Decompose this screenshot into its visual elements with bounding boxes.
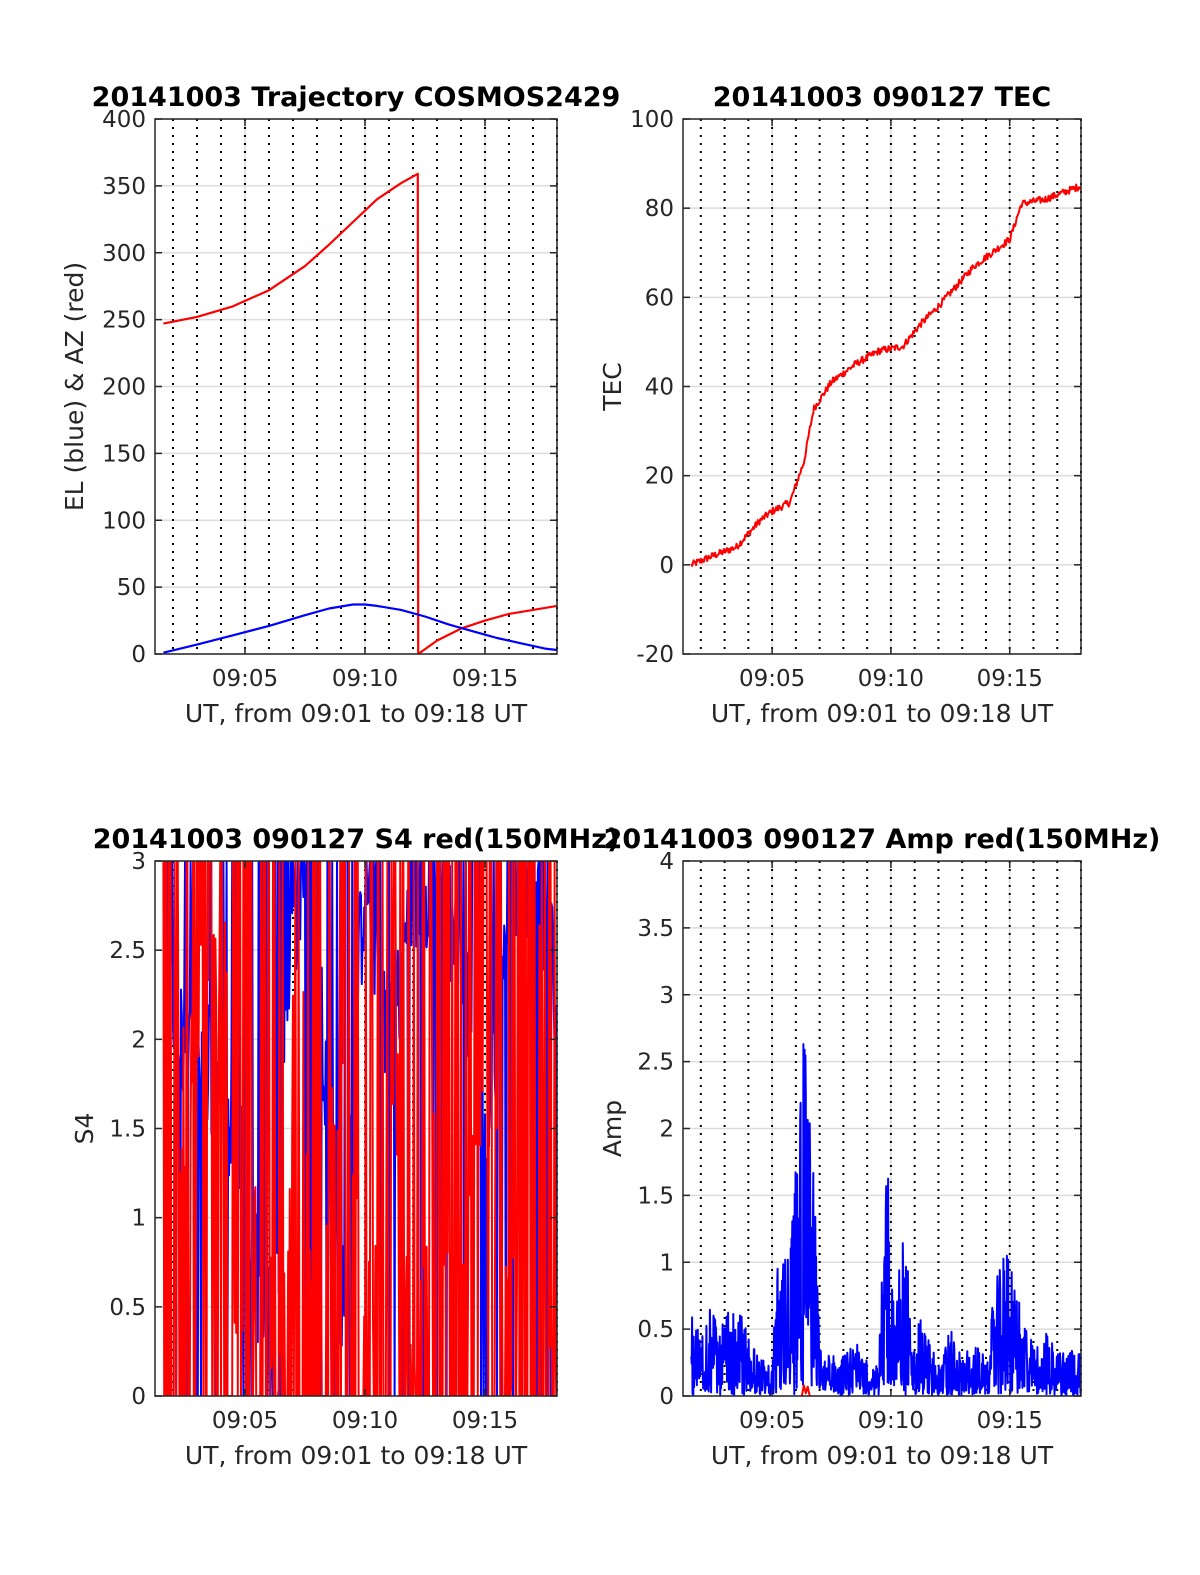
x-axis-label: UT, from 09:01 to 09:18 UT (185, 699, 528, 728)
chart-s4: 0 0.5 1 1.5 2 2.5 3 09:05 09:10 09:15 20141003 090… (70, 824, 619, 1470)
y-tick-label: 0 (131, 1384, 146, 1410)
y-tick-label: 80 (645, 196, 674, 222)
y-tick-label: 2.5 (109, 938, 146, 964)
series-line-0 (690, 183, 1081, 567)
series-line-1 (800, 1384, 811, 1396)
y-tick-label: 100 (630, 107, 674, 133)
y-tick-label: 50 (117, 575, 146, 601)
y-axis-label: Amp (598, 1100, 627, 1157)
x-tick-label: 09:10 (332, 666, 398, 692)
x-tick-label: 09:05 (212, 1408, 278, 1434)
y-tick-label: 2 (659, 1117, 674, 1143)
y-tick-label: 400 (102, 107, 146, 133)
y-tick-label: 3.5 (637, 916, 674, 942)
chart-title: 20141003 Trajectory COSMOS2429 (92, 82, 621, 113)
y-tick-label: 1 (659, 1250, 674, 1276)
x-tick-label: 09:05 (739, 666, 805, 692)
x-axis-label: UT, from 09:01 to 09:18 UT (711, 699, 1054, 728)
y-tick-label: 2.5 (637, 1050, 674, 1076)
x-tick-label: 09:15 (452, 1408, 518, 1434)
x-tick-label: 09:10 (332, 1408, 398, 1434)
x-tick-label: 09:15 (977, 1408, 1043, 1434)
y-tick-label: 4 (659, 849, 674, 875)
series-line-0 (690, 1043, 1081, 1396)
y-tick-label: 150 (102, 441, 146, 467)
chart-title: 20141003 090127 S4 red(150MHz) (93, 824, 620, 855)
y-tick-label: -20 (636, 642, 674, 668)
x-tick-label: 09:15 (977, 666, 1043, 692)
x-tick-label: 09:10 (858, 1408, 924, 1434)
x-tick-label: 09:05 (212, 666, 278, 692)
y-tick-label: 20 (645, 464, 674, 490)
y-axis-label: S4 (70, 1113, 99, 1145)
y-tick-label: 0.5 (109, 1295, 146, 1321)
y-tick-label: 0 (659, 1384, 674, 1410)
x-tick-label: 09:15 (452, 666, 518, 692)
y-tick-label: 40 (645, 375, 674, 401)
chart-trajectory: 0 50 100 150 200 250 300 350 400 09:05 09:10 09:15 2… (60, 82, 620, 728)
x-tick-label: 09:05 (739, 1408, 805, 1434)
chart-title: 20141003 090127 TEC (713, 82, 1052, 113)
chart-amp: 0 0.5 1 1.5 2 2.5 3 3.5 4 09:05 09:10 09:15 20141003… (598, 824, 1160, 1470)
x-axis-label: UT, from 09:01 to 09:18 UT (711, 1441, 1054, 1470)
y-tick-label: 350 (102, 174, 146, 200)
chart-title: 20141003 090127 Amp red(150MHz) (604, 824, 1161, 855)
series-group (163, 172, 557, 654)
y-tick-label: 250 (102, 308, 146, 334)
y-tick-label: 200 (102, 375, 146, 401)
series-group (162, 861, 557, 1396)
y-tick-label: 0.5 (637, 1317, 674, 1343)
x-tick-label: 09:10 (858, 666, 924, 692)
y-tick-label: 1.5 (109, 1117, 146, 1143)
y-tick-label: 60 (645, 285, 674, 311)
series-group (690, 183, 1081, 567)
y-tick-label: 3 (659, 983, 674, 1009)
y-tick-label: 3 (131, 849, 146, 875)
chart-tec: -20 0 20 40 60 80 100 09:05 09:10 09:15 20141003 0… (598, 82, 1082, 728)
y-tick-label: 2 (131, 1027, 146, 1053)
y-axis-label: TEC (598, 362, 627, 412)
y-tick-label: 100 (102, 508, 146, 534)
series-line-1 (163, 603, 557, 654)
y-tick-label: 0 (131, 642, 146, 668)
series-group (690, 1043, 1081, 1396)
y-tick-label: 0 (659, 553, 674, 579)
y-tick-label: 1.5 (637, 1183, 674, 1209)
y-tick-label: 300 (102, 241, 146, 267)
y-tick-label: 1 (131, 1206, 146, 1232)
x-axis-label: UT, from 09:01 to 09:18 UT (185, 1441, 528, 1470)
series-line-0 (163, 172, 557, 654)
y-axis-label: EL (blue) & AZ (red) (60, 262, 89, 511)
